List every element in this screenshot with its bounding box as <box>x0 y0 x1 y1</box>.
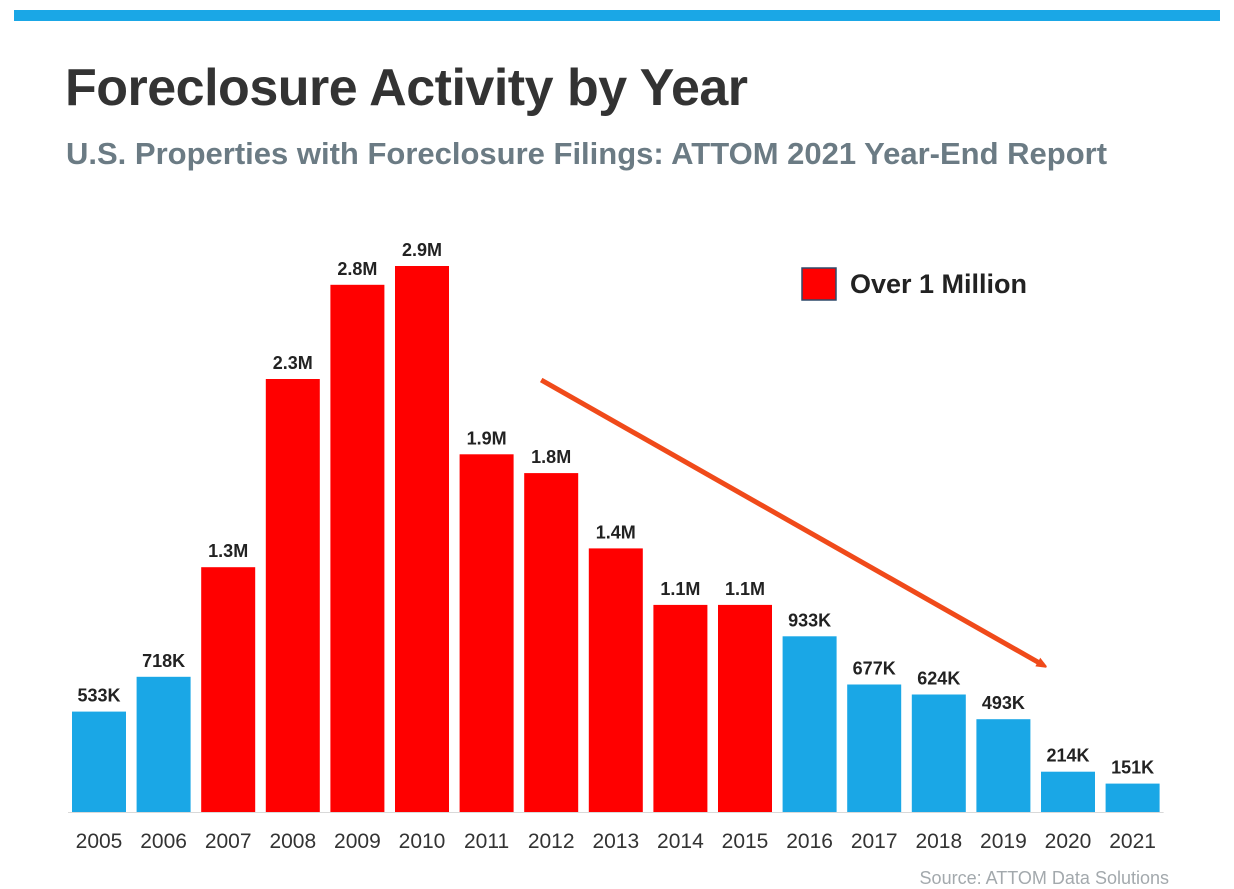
top-accent-bar <box>14 10 1220 21</box>
legend-swatch-over-1-million <box>801 267 837 301</box>
bar-2010 <box>395 266 449 812</box>
bar-2013 <box>588 548 643 812</box>
x-tick-2017: 2017 <box>851 830 898 853</box>
bar-2006 <box>136 676 191 812</box>
legend: Over 1 Million <box>801 267 1027 301</box>
bar-2007 <box>201 567 256 812</box>
page-title: Foreclosure Activity by Year <box>65 59 748 117</box>
value-label-2014: 1.1M <box>660 579 700 599</box>
bar-2021 <box>1105 783 1160 812</box>
bar-2008 <box>265 379 320 812</box>
x-tick-2014: 2014 <box>657 830 704 853</box>
page-subtitle: U.S. Properties with Foreclosure Filings… <box>66 136 1108 171</box>
bar-2019 <box>976 719 1031 812</box>
value-labels-layer: 533K 718K 1.3M 2.3M 2.8M 2.9M 1.9M 1.8M 1.4M 1.1M… <box>77 240 1154 778</box>
x-tick-2019: 2019 <box>980 830 1027 853</box>
value-label-2006: 718K <box>142 651 185 671</box>
bar-2009 <box>330 284 385 812</box>
bar-2016 <box>782 636 837 812</box>
x-tick-2008: 2008 <box>269 830 316 853</box>
value-label-2009: 2.8M <box>337 259 377 279</box>
value-label-2012: 1.8M <box>531 447 571 467</box>
x-tick-2005: 2005 <box>76 830 123 853</box>
bar-2005 <box>72 711 126 812</box>
bar-2020 <box>1041 771 1095 812</box>
x-tick-2006: 2006 <box>140 830 187 853</box>
bar-2015 <box>718 604 772 812</box>
value-label-2015: 1.1M <box>725 579 765 599</box>
bars-layer <box>72 266 1160 812</box>
x-tick-2020: 2020 <box>1045 830 1092 853</box>
x-tick-2009: 2009 <box>334 830 381 853</box>
value-label-2007: 1.3M <box>208 541 248 561</box>
x-tick-2015: 2015 <box>722 830 769 853</box>
value-label-2013: 1.4M <box>596 522 636 542</box>
x-tick-2010: 2010 <box>399 830 446 853</box>
x-tick-2018: 2018 <box>915 830 962 853</box>
source-note: Source: ATTOM Data Solutions <box>919 868 1169 888</box>
x-tick-2021: 2021 <box>1109 830 1156 853</box>
value-label-2008: 2.3M <box>273 353 313 373</box>
x-tick-2011: 2011 <box>464 830 509 853</box>
bar-2011 <box>459 454 514 812</box>
x-tick-2012: 2012 <box>528 830 575 853</box>
bar-2018 <box>911 694 966 812</box>
x-axis-ticks: 2005 2006 2007 2008 2009 2010 2011 2012 2013 2014… <box>76 830 1156 853</box>
value-label-2016: 933K <box>788 610 831 630</box>
value-label-2019: 493K <box>982 693 1025 713</box>
bar-2014 <box>653 604 708 812</box>
x-tick-2013: 2013 <box>592 830 639 853</box>
bar-2012 <box>524 473 579 812</box>
value-label-2018: 624K <box>917 669 960 689</box>
value-label-2010: 2.9M <box>402 240 442 260</box>
x-tick-2007: 2007 <box>205 830 252 853</box>
bar-2017 <box>847 684 902 812</box>
value-label-2005: 533K <box>77 686 120 706</box>
value-label-2017: 677K <box>853 659 896 679</box>
legend-label: Over 1 Million <box>850 269 1027 299</box>
value-label-2020: 214K <box>1046 746 1089 766</box>
value-label-2011: 1.9M <box>467 428 507 448</box>
downward-trend-arrow <box>539 377 1043 665</box>
value-label-2021: 151K <box>1111 758 1154 778</box>
x-tick-2016: 2016 <box>786 830 833 853</box>
